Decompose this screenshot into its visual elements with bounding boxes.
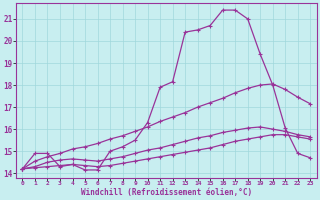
X-axis label: Windchill (Refroidissement éolien,°C): Windchill (Refroidissement éolien,°C) bbox=[81, 188, 252, 197]
